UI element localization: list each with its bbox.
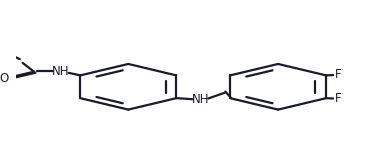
Text: F: F	[334, 92, 341, 105]
Text: O: O	[0, 72, 8, 85]
Text: NH: NH	[52, 65, 70, 78]
Text: F: F	[334, 68, 341, 81]
Text: NH: NH	[191, 93, 209, 106]
